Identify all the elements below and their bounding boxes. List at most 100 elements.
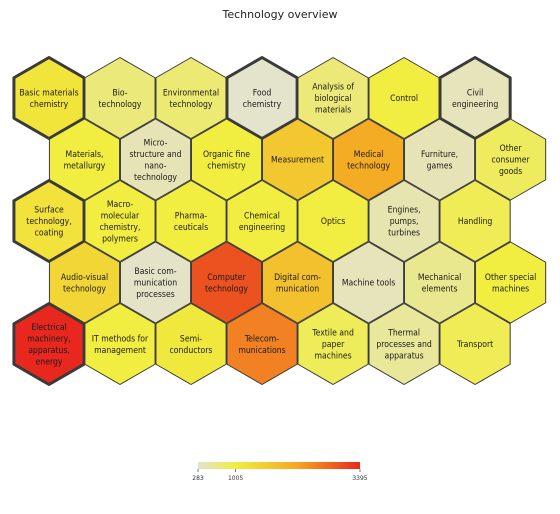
- hex-mark[interactable]: [332, 118, 405, 201]
- hex-cell[interactable]: Basic materials chemistry: [12, 56, 86, 140]
- legend-colorbar: [198, 462, 360, 469]
- hex-label: munication: [134, 279, 177, 289]
- hex-label: Control: [390, 94, 418, 104]
- hex-label: materials: [315, 106, 351, 116]
- hex-label: IT methods for: [92, 334, 149, 344]
- hex-label: ceuticals: [174, 223, 208, 233]
- hex-mark[interactable]: [119, 241, 192, 324]
- hex-label: pumps,: [390, 217, 419, 227]
- hex-mark[interactable]: [297, 303, 369, 385]
- hex-label: Machine tools: [342, 279, 396, 289]
- hex-cell[interactable]: Semi-conductors: [155, 303, 227, 385]
- hex-cell[interactable]: Optics: [297, 180, 369, 262]
- hex-label: machines: [492, 284, 529, 294]
- hex-label: games: [427, 161, 453, 171]
- hex-label: apparatus: [385, 352, 424, 362]
- hex-label: technology: [347, 161, 390, 171]
- hex-label: elements: [422, 284, 458, 294]
- hex-cell[interactable]: Measurement: [261, 118, 334, 201]
- hex-mark[interactable]: [225, 56, 299, 140]
- hex-mark[interactable]: [404, 118, 476, 201]
- hex-label: engineering: [239, 223, 285, 233]
- hex-cell[interactable]: Pharma-ceuticals: [155, 180, 227, 262]
- hex-label: apparatus,: [28, 346, 70, 356]
- hex-label: Surface: [34, 206, 64, 216]
- hex-mark[interactable]: [155, 303, 227, 385]
- hex-mark[interactable]: [155, 180, 227, 262]
- hex-label: nano-: [144, 161, 166, 171]
- hex-mark[interactable]: [332, 241, 405, 324]
- hex-mark[interactable]: [404, 241, 476, 324]
- hex-mark[interactable]: [12, 179, 86, 263]
- hex-label: technology: [205, 284, 248, 294]
- hex-cell[interactable]: Food chemistry: [225, 56, 299, 140]
- hex-mark[interactable]: [439, 303, 511, 385]
- hex-cell[interactable]: IT methods for management: [84, 303, 156, 385]
- hex-mark[interactable]: [475, 118, 547, 201]
- hex-label: paper: [322, 340, 345, 350]
- hex-cell[interactable]: Bio-technology: [84, 57, 156, 139]
- hex-mark[interactable]: [368, 180, 440, 262]
- hex-cell[interactable]: Telecom-munications: [226, 303, 298, 385]
- hex-label: machines: [314, 352, 351, 362]
- hex-cell[interactable]: Civil engineering: [438, 56, 512, 140]
- hex-label: Chemical: [244, 211, 280, 221]
- hex-mark[interactable]: [438, 56, 512, 140]
- hex-mark[interactable]: [297, 180, 369, 262]
- hex-label: Audio-visual: [61, 273, 108, 283]
- hex-label: Textile and: [311, 329, 354, 339]
- hex-cell[interactable]: Chemical engineering: [226, 180, 298, 262]
- hex-mark[interactable]: [475, 241, 547, 324]
- hex-mark[interactable]: [261, 241, 334, 324]
- hex-label: Medical: [354, 150, 384, 160]
- hex-cell[interactable]: Macro-molecular chemistry,polymers: [84, 180, 156, 262]
- hex-cell[interactable]: Digital com-munication: [261, 241, 334, 324]
- hex-mark[interactable]: [12, 56, 86, 140]
- hex-label: Environmental: [163, 88, 219, 98]
- hex-label: Handling: [458, 217, 493, 227]
- hex-cell[interactable]: Machine tools: [332, 241, 405, 324]
- hex-mark[interactable]: [439, 180, 511, 262]
- hex-cell[interactable]: Transport: [439, 303, 511, 385]
- hex-cell[interactable]: Furniture,games: [404, 118, 476, 201]
- hex-mark[interactable]: [190, 241, 263, 324]
- hex-mark[interactable]: [297, 57, 369, 139]
- hex-label: Analysis of: [312, 83, 354, 93]
- hex-mark[interactable]: [12, 302, 86, 386]
- hex-mark[interactable]: [261, 118, 334, 201]
- hex-mark[interactable]: [119, 118, 192, 201]
- hex-label: Digital com-: [274, 273, 321, 283]
- hex-label: Micro-: [144, 138, 168, 148]
- hex-mark[interactable]: [368, 303, 440, 385]
- hex-label: Food: [253, 88, 272, 98]
- hex-label: chemistry,: [100, 223, 141, 233]
- hex-label: conductors: [170, 346, 213, 356]
- hex-mark[interactable]: [84, 180, 156, 262]
- hex-label: processes: [136, 290, 174, 300]
- hex-mark[interactable]: [226, 180, 298, 262]
- hex-cell[interactable]: Handling: [439, 180, 511, 262]
- hex-mark[interactable]: [226, 303, 298, 385]
- hex-mark[interactable]: [190, 118, 263, 201]
- hex-label: technology,: [26, 217, 71, 227]
- hex-mark[interactable]: [84, 303, 156, 385]
- hex-cell[interactable]: Engines,pumps, turbines: [368, 180, 440, 262]
- hex-label: Transport: [456, 340, 493, 350]
- hex-label: chemistry: [30, 100, 69, 110]
- hex-mark[interactable]: [84, 57, 156, 139]
- hex-label: Pharma-: [175, 211, 208, 221]
